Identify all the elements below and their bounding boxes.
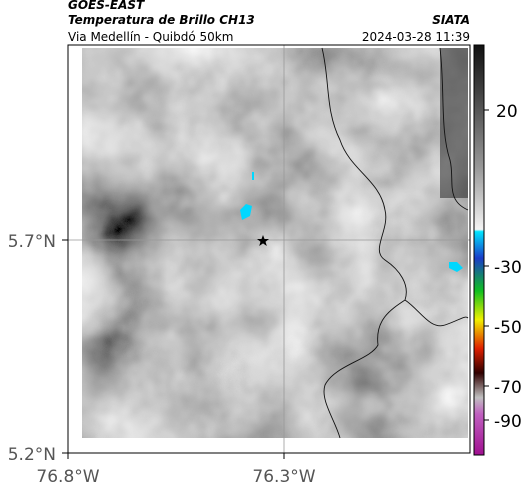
lon-label: 76.8°W xyxy=(36,467,99,487)
cold-edge xyxy=(440,48,468,198)
route: Via Medellín - Quibdó 50km xyxy=(68,30,233,44)
product: Temperatura de Brillo CH13 xyxy=(68,13,255,27)
colorbar: 20 -30 -50 -70 -90 xyxy=(473,44,522,456)
colorbar-label: 20 xyxy=(496,102,518,122)
colorbar-label: -90 xyxy=(494,412,522,432)
lat-label: 5.2°N xyxy=(8,445,56,465)
border xyxy=(439,47,469,211)
lon-label: 76.3°W xyxy=(252,467,315,487)
cold-cloud xyxy=(252,172,254,180)
colorbar-scale xyxy=(473,44,485,456)
org: SIATA xyxy=(432,13,470,27)
city-marker xyxy=(257,235,269,246)
lat-label: 5.7°N xyxy=(8,232,56,252)
colorbar-label: -30 xyxy=(494,258,522,278)
cold-cloud xyxy=(240,204,252,220)
map-frame xyxy=(67,44,471,454)
source: GOES-EAST xyxy=(68,0,145,12)
colorbar-label: -70 xyxy=(494,378,522,398)
imagery xyxy=(82,48,468,438)
cold-cloud xyxy=(449,262,463,272)
border xyxy=(321,47,407,439)
timestamp: 2024-03-28 11:39 xyxy=(362,30,470,44)
colorbar-label: -50 xyxy=(494,318,522,338)
map xyxy=(62,44,471,459)
border xyxy=(404,299,469,327)
